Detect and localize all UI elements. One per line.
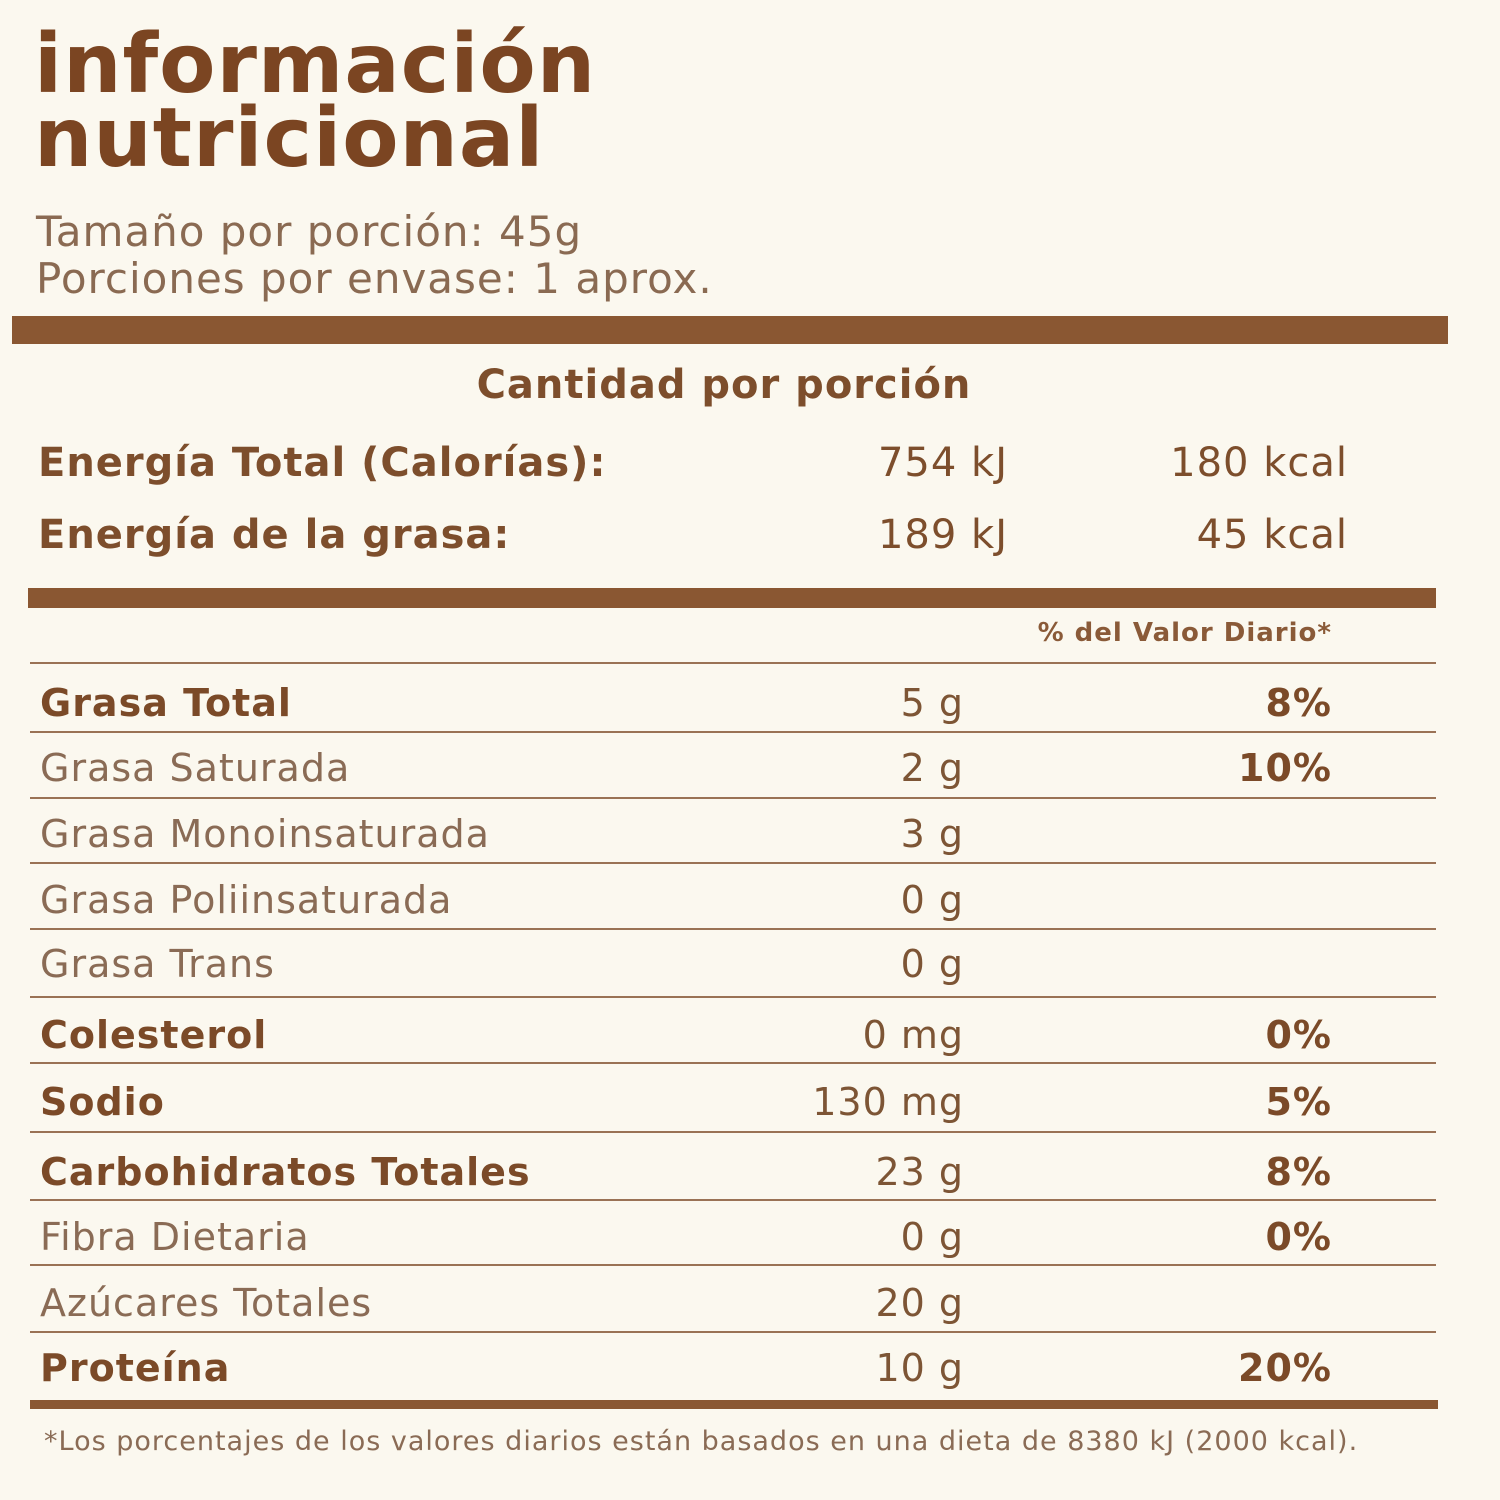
nutrient-row-carbohidratos: Carbohidratos Totales 23 g 8% (40, 1150, 1332, 1210)
nutrient-row-azucares: Azúcares Totales 20 g (40, 1281, 1332, 1341)
servings-per-container: Porciones por envase: 1 aprox. (36, 254, 713, 303)
nutrient-row-colesterol: Colesterol 0 mg 0% (40, 1013, 1332, 1073)
row-divider (30, 928, 1436, 930)
nutrient-row-grasa-monoinsaturada: Grasa Monoinsaturada 3 g (40, 812, 1332, 872)
nutrient-amount: 20 g (875, 1281, 964, 1325)
nutrient-amount: 23 g (875, 1150, 964, 1194)
nutrient-name: Colesterol (40, 1013, 268, 1057)
energy-label: Energía Total (Calorías): (38, 440, 607, 486)
nutrient-name: Azúcares Totales (40, 1281, 373, 1325)
row-divider (30, 797, 1436, 799)
serving-info: Tamaño por porción: 45g Porciones por en… (36, 208, 713, 302)
energy-kj: 189 kJ (877, 512, 1008, 558)
bottom-divider-bar (30, 1400, 1438, 1409)
nutrient-percent: 0% (1265, 1215, 1332, 1259)
footnote: *Los porcentajes de los valores diarios … (44, 1426, 1359, 1457)
nutrient-percent: 8% (1265, 681, 1332, 725)
energy-label: Energía de la grasa: (38, 512, 511, 558)
nutrient-amount: 130 mg (812, 1080, 964, 1124)
nutrient-name: Carbohidratos Totales (40, 1150, 531, 1194)
title-line-1: información (34, 17, 597, 112)
nutrient-amount: 0 g (900, 1215, 964, 1259)
nutrient-name: Grasa Saturada (40, 746, 351, 790)
row-divider (30, 996, 1436, 998)
energy-kcal: 180 kcal (1170, 440, 1348, 486)
row-divider (30, 862, 1436, 864)
nutrient-name: Fibra Dietaria (40, 1215, 310, 1259)
nutrient-amount: 0 g (900, 878, 964, 922)
nutrient-name: Grasa Trans (40, 942, 275, 986)
nutrient-amount: 0 g (900, 942, 964, 986)
nutrient-row-grasa-saturada: Grasa Saturada 2 g 10% (40, 746, 1332, 806)
label-title: información nutricional (34, 17, 597, 186)
nutrient-amount: 5 g (900, 681, 964, 725)
row-divider (30, 1062, 1436, 1064)
energy-kj: 754 kJ (877, 440, 1008, 486)
energy-total-row: Energía Total (Calorías): 754 kJ 180 kca… (38, 440, 1348, 490)
nutrient-name: Grasa Total (40, 681, 292, 725)
top-divider-bar (12, 316, 1448, 344)
row-divider (30, 1331, 1436, 1333)
title-line-2: nutricional (34, 91, 545, 186)
nutrient-row-fibra: Fibra Dietaria 0 g 0% (40, 1215, 1332, 1275)
nutrient-percent: 5% (1265, 1080, 1332, 1124)
middle-divider-bar (28, 588, 1436, 608)
nutrient-row-grasa-poliinsaturada: Grasa Poliinsaturada 0 g (40, 878, 1332, 938)
nutrient-amount: 0 mg (862, 1013, 964, 1057)
nutrient-percent: 8% (1265, 1150, 1332, 1194)
nutrient-name: Grasa Monoinsaturada (40, 812, 490, 856)
nutrient-name: Proteína (40, 1346, 231, 1390)
nutrient-row-grasa-total: Grasa Total 5 g 8% (40, 681, 1332, 741)
nutrient-percent: 20% (1238, 1346, 1332, 1390)
nutrient-name: Sodio (40, 1080, 165, 1124)
daily-value-header: % del Valor Diario* (1037, 618, 1332, 648)
nutrient-row-grasa-trans: Grasa Trans 0 g (40, 942, 1332, 1002)
nutrient-row-sodio: Sodio 130 mg 5% (40, 1080, 1332, 1140)
row-divider (30, 1264, 1436, 1266)
nutrient-percent: 0% (1265, 1013, 1332, 1057)
nutrient-row-proteina: Proteína 10 g 20% (40, 1346, 1332, 1406)
row-divider (30, 731, 1436, 733)
energy-fat-row: Energía de la grasa: 189 kJ 45 kcal (38, 512, 1348, 562)
nutrient-amount: 10 g (875, 1346, 964, 1390)
nutrient-amount: 3 g (900, 812, 964, 856)
amount-per-serving-heading: Cantidad por porción (476, 362, 972, 408)
row-divider (30, 1131, 1436, 1133)
row-divider (30, 1199, 1436, 1201)
row-divider (30, 662, 1436, 664)
energy-kcal: 45 kcal (1196, 512, 1348, 558)
nutrient-amount: 2 g (900, 746, 964, 790)
nutrient-percent: 10% (1238, 746, 1332, 790)
nutrient-name: Grasa Poliinsaturada (40, 878, 453, 922)
serving-size: Tamaño por porción: 45g (36, 207, 583, 256)
